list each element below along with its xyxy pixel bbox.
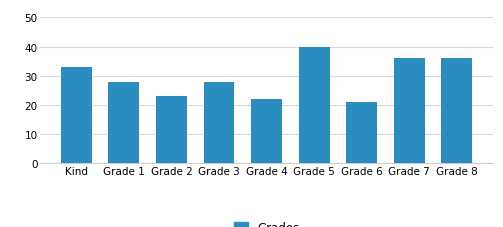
Bar — [61, 68, 92, 163]
Bar — [156, 97, 187, 163]
Bar — [108, 82, 139, 163]
Bar — [204, 82, 234, 163]
Bar — [442, 59, 472, 163]
Legend: Grades: Grades — [229, 217, 304, 227]
Bar — [299, 47, 329, 163]
Bar — [346, 103, 377, 163]
Bar — [394, 59, 425, 163]
Bar — [251, 100, 282, 163]
